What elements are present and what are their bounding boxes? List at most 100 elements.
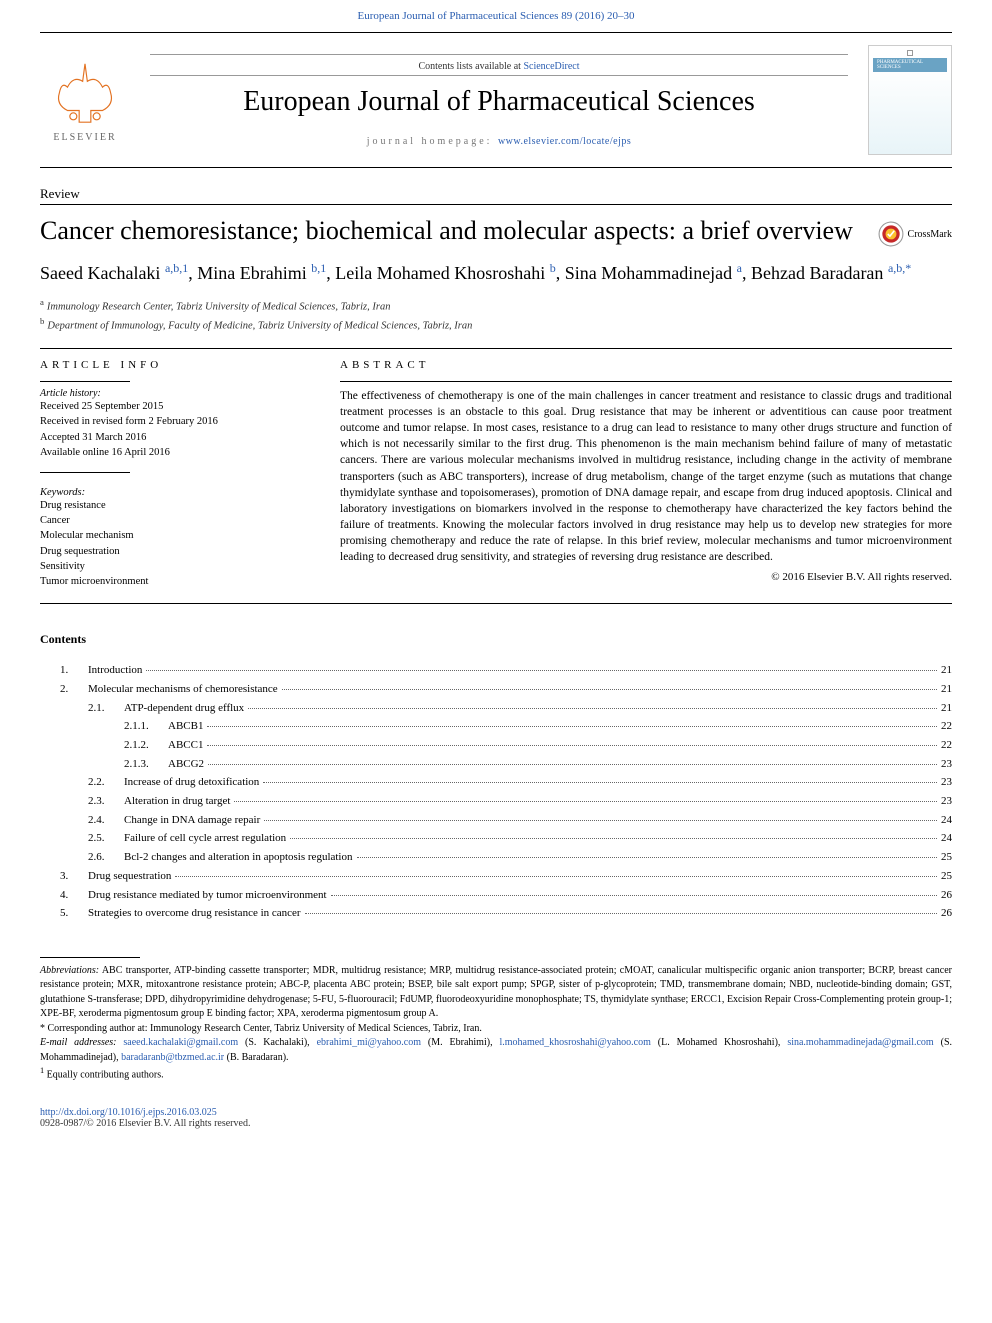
toc-title[interactable]: Drug resistance mediated by tumor microe… [88, 886, 327, 905]
toc-page: 23 [941, 792, 952, 811]
toc-title[interactable]: Drug sequestration [88, 867, 171, 886]
history-revised: Received in revised form 2 February 2016 [40, 414, 310, 429]
toc-row: 2.4.Change in DNA damage repair24 [60, 811, 952, 830]
article-title: Cancer chemoresistance; biochemical and … [40, 215, 858, 248]
corresponding-author: * Corresponding author at: Immunology Re… [40, 1022, 952, 1037]
author-4: , Sina Mohammadinejad [556, 263, 737, 283]
table-of-contents: 1.Introduction21 2.Molecular mechanisms … [60, 661, 952, 923]
toc-title[interactable]: Molecular mechanisms of chemoresistance [88, 680, 278, 699]
footnotes: Abbreviations: ABC transporter, ATP-bind… [40, 957, 952, 1083]
abstract-column: abstract The effectiveness of chemothera… [340, 359, 952, 589]
email-2[interactable]: ebrahimi_mi@yahoo.com [317, 1037, 421, 1048]
affiliation-a: Immunology Research Center, Tabriz Unive… [47, 301, 391, 312]
history-online: Available online 16 April 2016 [40, 445, 310, 460]
history-accepted: Accepted 31 March 2016 [40, 430, 310, 445]
history-received: Received 25 September 2015 [40, 399, 310, 414]
toc-row: 2.2.Increase of drug detoxification23 [60, 773, 952, 792]
keyword-1: Drug resistance [40, 498, 310, 513]
toc-page: 21 [941, 699, 952, 718]
author-5: , Behzad Baradaran [742, 263, 888, 283]
author-2-aff[interactable]: b,1 [311, 261, 326, 275]
sciencedirect-link[interactable]: ScienceDirect [523, 61, 579, 72]
toc-title[interactable]: Alteration in drug target [124, 792, 230, 811]
toc-title[interactable]: ABCC1 [168, 736, 203, 755]
abstract-heading: abstract [340, 359, 952, 371]
toc-title[interactable]: ABCB1 [168, 717, 203, 736]
email-1[interactable]: saeed.kachalaki@gmail.com [123, 1037, 238, 1048]
toc-row: 2.5.Failure of cell cycle arrest regulat… [60, 829, 952, 848]
toc-row: 3.Drug sequestration25 [60, 867, 952, 886]
author-1-aff[interactable]: a,b,1 [165, 261, 188, 275]
author-5-aff[interactable]: a,b,* [888, 261, 911, 275]
toc-page: 22 [941, 717, 952, 736]
authors: Saeed Kachalaki a,b,1, Mina Ebrahimi b,1… [40, 260, 952, 286]
author-1: Saeed Kachalaki [40, 263, 165, 283]
cover-label: PHARMACEUTICAL SCIENCES [873, 58, 947, 72]
mini-rule-2 [40, 472, 130, 473]
contents-heading: Contents [40, 632, 952, 647]
toc-page: 21 [941, 661, 952, 680]
toc-page: 21 [941, 680, 952, 699]
crossmark-label: CrossMark [908, 229, 952, 240]
keyword-4: Drug sequestration [40, 544, 310, 559]
author-3: , Leila Mohamed Khosroshahi [326, 263, 549, 283]
toc-row: 2.Molecular mechanisms of chemoresistanc… [60, 680, 952, 699]
homepage-label: journal homepage: [367, 136, 498, 147]
toc-row: 2.3.Alteration in drug target23 [60, 792, 952, 811]
toc-title[interactable]: Failure of cell cycle arrest regulation [124, 829, 286, 848]
abbrev-text: ABC transporter, ATP-binding cassette tr… [40, 965, 952, 1020]
toc-row: 4.Drug resistance mediated by tumor micr… [60, 886, 952, 905]
email-label: E-mail addresses: [40, 1037, 123, 1048]
toc-page: 23 [941, 755, 952, 774]
masthead-bottom-rule [40, 167, 952, 168]
masthead-center: Contents lists available at ScienceDirec… [150, 54, 848, 147]
running-head-link[interactable]: European Journal of Pharmaceutical Scien… [357, 10, 634, 22]
keyword-3: Molecular mechanism [40, 528, 310, 543]
equal-contrib: Equally contributing authors. [47, 1070, 164, 1081]
history-label: Article history: [40, 388, 310, 399]
toc-title[interactable]: ABCG2 [168, 755, 204, 774]
article-type: Review [40, 186, 952, 202]
keyword-5: Sensitivity [40, 559, 310, 574]
toc-title[interactable]: ATP-dependent drug efflux [124, 699, 244, 718]
email-4[interactable]: sina.mohammadinejada@gmail.com [787, 1037, 933, 1048]
toc-page: 26 [941, 904, 952, 923]
toc-page: 24 [941, 811, 952, 830]
rule-above-title [40, 204, 952, 205]
toc-row: 2.1.2.ABCC122 [60, 736, 952, 755]
toc-row: 2.1.ATP-dependent drug efflux21 [60, 699, 952, 718]
homepage-url[interactable]: www.elsevier.com/locate/ejps [498, 136, 631, 147]
issn-copyright: 0928-0987/© 2016 Elsevier B.V. All right… [40, 1118, 952, 1129]
toc-title[interactable]: Increase of drug detoxification [124, 773, 259, 792]
toc-title[interactable]: Change in DNA damage repair [124, 811, 260, 830]
toc-row: 5.Strategies to overcome drug resistance… [60, 904, 952, 923]
journal-cover-thumb: PHARMACEUTICAL SCIENCES [868, 45, 952, 155]
toc-title[interactable]: Bcl-2 changes and alteration in apoptosi… [124, 848, 353, 867]
abbrev-label: Abbreviations: [40, 965, 99, 976]
footer-block: http://dx.doi.org/10.1016/j.ejps.2016.03… [40, 1107, 952, 1129]
masthead: ELSEVIER Contents lists available at Sci… [0, 33, 992, 167]
email-3[interactable]: l.mohamed_khosroshahi@yahoo.com [499, 1037, 650, 1048]
journal-name: European Journal of Pharmaceutical Scien… [150, 86, 848, 118]
toc-page: 26 [941, 886, 952, 905]
keyword-6: Tumor microenvironment [40, 574, 310, 589]
author-2: , Mina Ebrahimi [188, 263, 311, 283]
keyword-2: Cancer [40, 513, 310, 528]
article-info-column: article info Article history: Received 2… [40, 359, 310, 589]
mini-rule-1 [40, 381, 130, 382]
doi-link[interactable]: http://dx.doi.org/10.1016/j.ejps.2016.03… [40, 1107, 217, 1118]
abstract-text: The effectiveness of chemotherapy is one… [340, 388, 952, 565]
mini-rule-3 [340, 381, 952, 382]
toc-title[interactable]: Introduction [88, 661, 142, 680]
elsevier-label: ELSEVIER [53, 132, 116, 143]
toc-row: 1.Introduction21 [60, 661, 952, 680]
toc-title[interactable]: Strategies to overcome drug resistance i… [88, 904, 301, 923]
abstract-copyright: © 2016 Elsevier B.V. All rights reserved… [340, 571, 952, 583]
email-5[interactable]: baradaranb@tbzmed.ac.ir [121, 1052, 224, 1063]
elsevier-tree-icon [50, 58, 120, 128]
crossmark-badge[interactable]: CrossMark [878, 221, 952, 247]
affiliations: aImmunology Research Center, Tabriz Univ… [40, 296, 952, 334]
running-head: European Journal of Pharmaceutical Scien… [0, 0, 992, 32]
toc-row: 2.1.3.ABCG223 [60, 755, 952, 774]
toc-row: 2.6.Bcl-2 changes and alteration in apop… [60, 848, 952, 867]
